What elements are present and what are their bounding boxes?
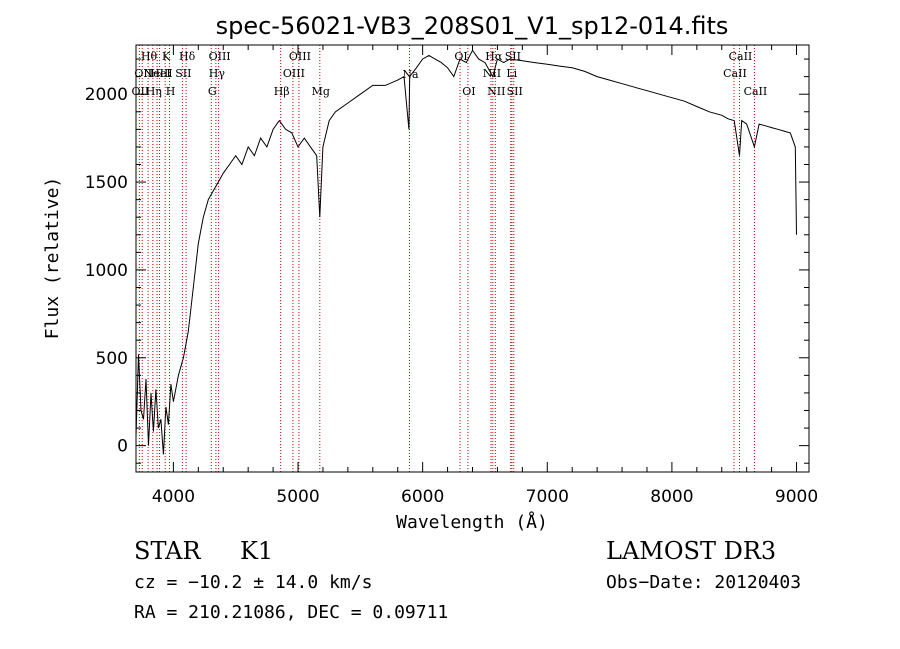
line-marker-label: NII [483, 67, 501, 80]
line-marker-label: OIII [289, 50, 311, 63]
plot-frame [135, 44, 810, 473]
line-marker-label: NeIII [143, 67, 172, 80]
y-tick-label: 2000 [85, 85, 128, 105]
x-tick-label: 8000 [650, 487, 693, 507]
line-marker-label: OI [462, 85, 475, 98]
line-marker-labels: OIIOIIHθHηNeIIIHeIKHSIIHδGHγOIIIHβOIIIOI… [132, 50, 768, 98]
line-marker-label: CaII [744, 85, 768, 98]
y-tick-label: 0 [117, 437, 128, 457]
coords-text: RA = 210.21086, DEC = 0.09711 [134, 602, 449, 623]
line-marker-label: Na [402, 68, 419, 81]
line-marker-label: SII [507, 85, 523, 98]
line-marker-label: Hβ [274, 85, 290, 98]
line-marker-label: OIII [283, 67, 305, 80]
line-marker-label: OIII [209, 50, 231, 63]
line-marker-label: CaII [729, 50, 753, 63]
x-axis-ticks: 4000 5000 6000 7000 8000 9000 [152, 45, 818, 507]
y-tick-label: 1500 [85, 173, 128, 193]
spectrum-line [135, 49, 797, 455]
line-marker-label: NII [487, 85, 505, 98]
x-tick-label: 4000 [152, 487, 195, 507]
line-marker-label: G [208, 85, 217, 98]
x-tick-label: 5000 [276, 487, 319, 507]
line-marker-label: CaII [723, 67, 747, 80]
line-marker-label: HeI [150, 67, 170, 80]
line-marker-label: H [166, 85, 176, 98]
x-tick-label: 9000 [775, 487, 818, 507]
x-tick-label: 6000 [401, 487, 444, 507]
line-marker-label: OI [454, 50, 467, 63]
y-tick-label: 500 [96, 349, 128, 369]
line-markers [138, 45, 755, 472]
chart-title: spec-56021-VB3_208S01_V1_sp12-014.fits [216, 12, 729, 40]
y-tick-label: 1000 [85, 261, 128, 281]
line-marker-label: Li [506, 67, 517, 80]
line-marker-label: Hη [146, 85, 162, 98]
line-marker-label: SII [175, 67, 191, 80]
x-tick-label: 7000 [526, 487, 569, 507]
line-marker-label: Hθ [141, 50, 158, 63]
object-subclass: K1 [240, 537, 274, 565]
line-marker-label: Hγ [209, 67, 226, 80]
line-marker-label: Mg [312, 85, 330, 98]
object-class: STAR [134, 537, 201, 565]
survey-label: LAMOST DR3 [606, 537, 777, 565]
line-marker-label: K [162, 50, 171, 63]
x-axis-label: Wavelength (Å) [396, 511, 548, 533]
obs-date-text: Obs−Date: 20120403 [606, 572, 802, 593]
redshift-text: cz = −10.2 ± 14.0 km/s [134, 572, 373, 593]
y-axis-ticks: 0 500 1000 1500 2000 [85, 58, 809, 464]
y-axis-label: Flux (relative) [42, 177, 63, 340]
line-marker-label: Hδ [179, 50, 196, 63]
